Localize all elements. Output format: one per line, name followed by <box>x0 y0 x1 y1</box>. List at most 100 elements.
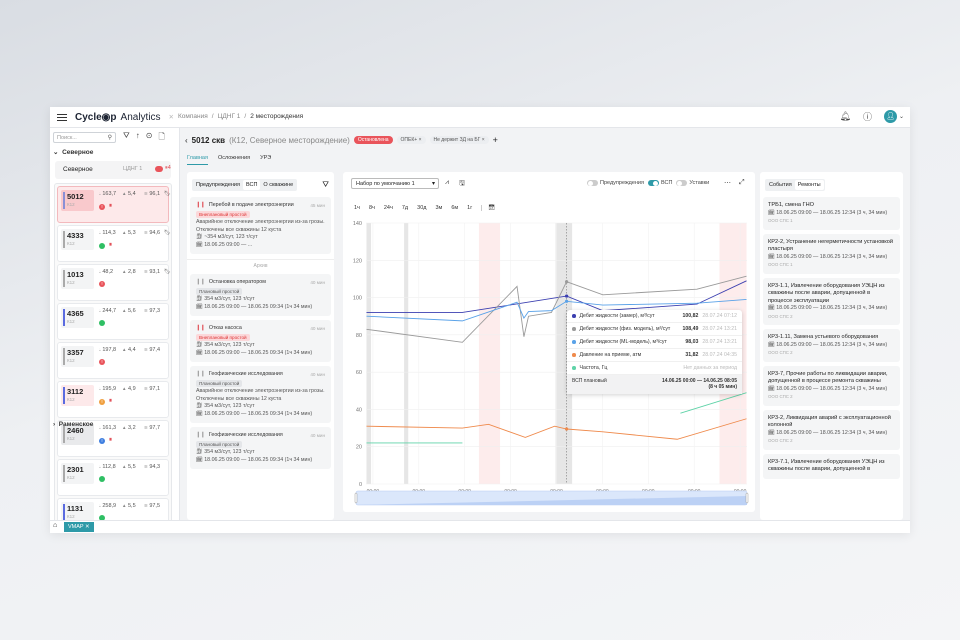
tag-chip[interactable]: Не держит ЗД на БГ × <box>429 136 489 144</box>
tab-repairs[interactable]: Ремонты <box>794 180 824 190</box>
breadcrumb-cdng[interactable]: ЦДНГ 1 <box>217 113 241 120</box>
tab-events[interactable]: События <box>769 182 792 188</box>
tab-warnings[interactable]: Предупреждения <box>196 182 240 188</box>
group-ramenskoe[interactable]: › Раменское <box>53 421 94 428</box>
tooltip-value: 100,82 <box>682 313 699 319</box>
home-icon[interactable]: ⌂ <box>53 522 58 529</box>
chart-panel: Набор по умолчанию 1 ⩘ 🖫︎ Предупреждения… <box>343 172 755 512</box>
event-kind-badge: Плановый простой <box>196 440 243 448</box>
repair-period: 🗓︎ 18.06.25 09:00 — 18.06.25 12:34 (3 ч,… <box>768 430 895 438</box>
event-card[interactable]: ❙❙ Отказ насоса 40 мин Внеплановый простой ⛽… <box>190 320 331 362</box>
event-kind-badge: Плановый простой <box>196 379 243 387</box>
tab-vsp[interactable]: ВСП <box>242 180 261 190</box>
group-severnoe[interactable]: ⌄ Северное <box>53 149 94 156</box>
tooltip-row: Частота, Гц Нет данных за период <box>567 362 742 375</box>
well-card[interactable]: 3112 К12 💧︎ 195,9 ▲ 4,9 ≋ 97,1! ⏸︎ <box>57 381 169 418</box>
well-card[interactable]: 5012 К12 💧︎ 163,7 ▲ 5,4 ≋ 96,1 🔖︎! ⏸︎ <box>57 186 171 223</box>
range-button[interactable]: 3м <box>435 205 443 211</box>
tab-ure[interactable]: УРЭ <box>260 155 272 161</box>
tooltip-footer-period: 14.06.25 00:00 — 14.06.25 08:05 <box>661 378 737 384</box>
well-metric-value: 2,8 <box>128 269 136 275</box>
well-card[interactable]: 2460 К12 💧︎ 161,3 ▲ 3,2 ≋ 97,7! ⏸︎ <box>57 420 169 457</box>
status-red-icon: ! <box>99 359 105 365</box>
well-metric: ≋ 96,1 <box>144 191 160 197</box>
expand-icon[interactable]: ⤢ <box>739 179 745 186</box>
help-icon[interactable]: ⓘ <box>862 112 872 122</box>
search-input[interactable]: Поиск... ⚲ <box>53 132 116 143</box>
navigator-handle-left[interactable] <box>354 492 358 504</box>
well-card[interactable]: 3357 К12 💧︎ 197,8 ▲ 4,4 ≋ 97,4! <box>57 342 169 379</box>
range-button[interactable]: 7д <box>401 205 409 211</box>
add-chart-icon[interactable]: ⩘ <box>445 179 449 186</box>
well-metric-value: 97,5 <box>149 503 161 509</box>
add-tag-button[interactable]: + <box>492 135 498 145</box>
line-chart[interactable]: 02040608010012014000:0000:0000:0000:0000… <box>343 172 755 512</box>
breadcrumb-fields[interactable]: 2 месторождения <box>250 113 304 120</box>
range-button[interactable]: 8ч <box>368 205 375 211</box>
user-menu[interactable]: 👤︎ ⌄ <box>883 110 904 123</box>
event-duration: 40 мин <box>310 433 325 438</box>
filter-icon[interactable]: ⛛ <box>322 180 329 189</box>
well-card[interactable]: 4333 К12 💧︎ 114,3 ▲ 5,3 ≋ 94,6 🔖︎ ⏸︎ <box>57 225 171 262</box>
search-icon: ⚲ <box>107 135 112 141</box>
bell-icon[interactable]: 🔔︎ <box>839 111 851 121</box>
back-icon[interactable]: ‹ <box>185 135 188 145</box>
bottom-tab-label: VMAP <box>68 524 84 530</box>
tab-main[interactable]: Главная <box>187 155 208 165</box>
repair-card[interactable]: КР3-2, Ликвидация аварий с эксплуатацион… <box>763 409 900 450</box>
range-button[interactable]: 1г <box>467 205 473 211</box>
menu-icon[interactable] <box>57 113 67 121</box>
range-button[interactable]: 24ч <box>383 205 393 211</box>
event-card[interactable]: ❙❙ Геофизические исследования 40 мин Планов… <box>190 427 331 469</box>
document-icon[interactable]: 🗋︎ <box>158 132 165 141</box>
settings-icon[interactable]: ⊙ <box>145 131 153 140</box>
range-button[interactable]: 30д <box>417 205 427 211</box>
toggle-switch[interactable] <box>647 180 659 186</box>
bookmark-icon[interactable]: 🔖︎ <box>164 191 171 197</box>
repair-card[interactable]: ТРБ1, смена ГНО 🗓︎ 18.06.25 09:00 — 18.06… <box>763 197 900 230</box>
range-button[interactable]: 1ч <box>354 205 360 211</box>
repair-card[interactable]: КР3-1.1, Извлечение оборудования УЭЦН из… <box>763 277 900 325</box>
well-metric: ▲ 2,8 <box>122 269 136 275</box>
breadcrumb-company[interactable]: Компания <box>178 113 208 120</box>
well-metric: 💧︎ 244,7 <box>99 308 116 314</box>
toggle-2[interactable]: Уставки <box>672 180 709 186</box>
preset-select[interactable]: Набор по умолчанию 1 <box>351 178 439 189</box>
close-icon[interactable]: ✕ <box>85 524 90 530</box>
repair-card[interactable]: КР3-7.1, Извлечение оборудования УЭЦН из… <box>763 453 900 479</box>
bookmark-icon[interactable]: 🔖︎ <box>164 230 171 236</box>
navigator-handle-right[interactable] <box>745 492 749 504</box>
well-metric-value: 163,7 <box>102 191 117 197</box>
event-card[interactable]: ❙❙ Перебой в подаче электроэнергии 45 мин В… <box>190 197 331 254</box>
well-card[interactable]: 1013 К12 💧︎ 48,2 ▲ 2,8 ≋ 93,1 🔖︎! <box>57 264 171 301</box>
bottom-tab-vmap[interactable]: VMAP ✕ <box>64 522 94 532</box>
range-button[interactable]: 6м <box>451 205 459 211</box>
toggle-0[interactable]: Предупреждения <box>583 180 644 186</box>
well-card[interactable]: 4365 К12 💧︎ 244,7 ▲ 5,6 ≋ 97,3 <box>57 303 169 340</box>
pause-icon: ⏸︎ <box>109 242 113 248</box>
bookmark-icon[interactable]: 🔖︎ <box>164 269 171 275</box>
toggle-switch[interactable] <box>676 180 688 186</box>
event-card[interactable]: ❙❙ Геофизические исследования 40 мин Планов… <box>190 366 331 423</box>
tab-complications[interactable]: Осложнения <box>217 155 251 161</box>
repair-card[interactable]: КР2-2, Устранение негерметичности устано… <box>763 233 900 274</box>
tag-chip[interactable]: ОПЕК+ × <box>396 136 426 144</box>
tab-about-well[interactable]: О скважине <box>263 182 294 188</box>
well-card[interactable]: 2301 К12 💧︎ 112,8 ▲ 5,5 ≋ 94,3 <box>57 459 169 496</box>
repair-card[interactable]: КР3-7, Прочие работы по ликвидации авари… <box>763 365 900 406</box>
toggle-switch[interactable] <box>587 180 598 186</box>
sort-icon[interactable]: ↑ <box>135 131 140 140</box>
repair-card[interactable]: КР3-1.11, Замена устьевого оборудования 🗓… <box>763 329 900 362</box>
calendar-range-icon[interactable]: 📅︎ <box>481 205 495 211</box>
event-period-value: 18.06.25 09:00 — ... <box>204 241 253 248</box>
save-icon[interactable]: 🖫︎ <box>459 180 465 187</box>
well-bar <box>63 426 65 443</box>
group-card[interactable]: Северное ЦДНГ 1 ⏸︎4 <box>55 161 171 179</box>
event-title: Геофизические исследования <box>208 432 283 438</box>
event-period-value: 18.06.25 09:00 — 18.06.25 09:34 (1ч 34 м… <box>204 410 313 417</box>
event-card[interactable]: ❙❙ Остановка оператором 40 мин Плановый про… <box>190 274 331 316</box>
pause-icon: ❙❙ <box>196 202 205 208</box>
toggle-1[interactable]: ВСП <box>644 180 672 186</box>
more-icon[interactable]: ⋯ <box>724 180 731 187</box>
filter-icon[interactable]: ⛛ <box>123 131 130 140</box>
